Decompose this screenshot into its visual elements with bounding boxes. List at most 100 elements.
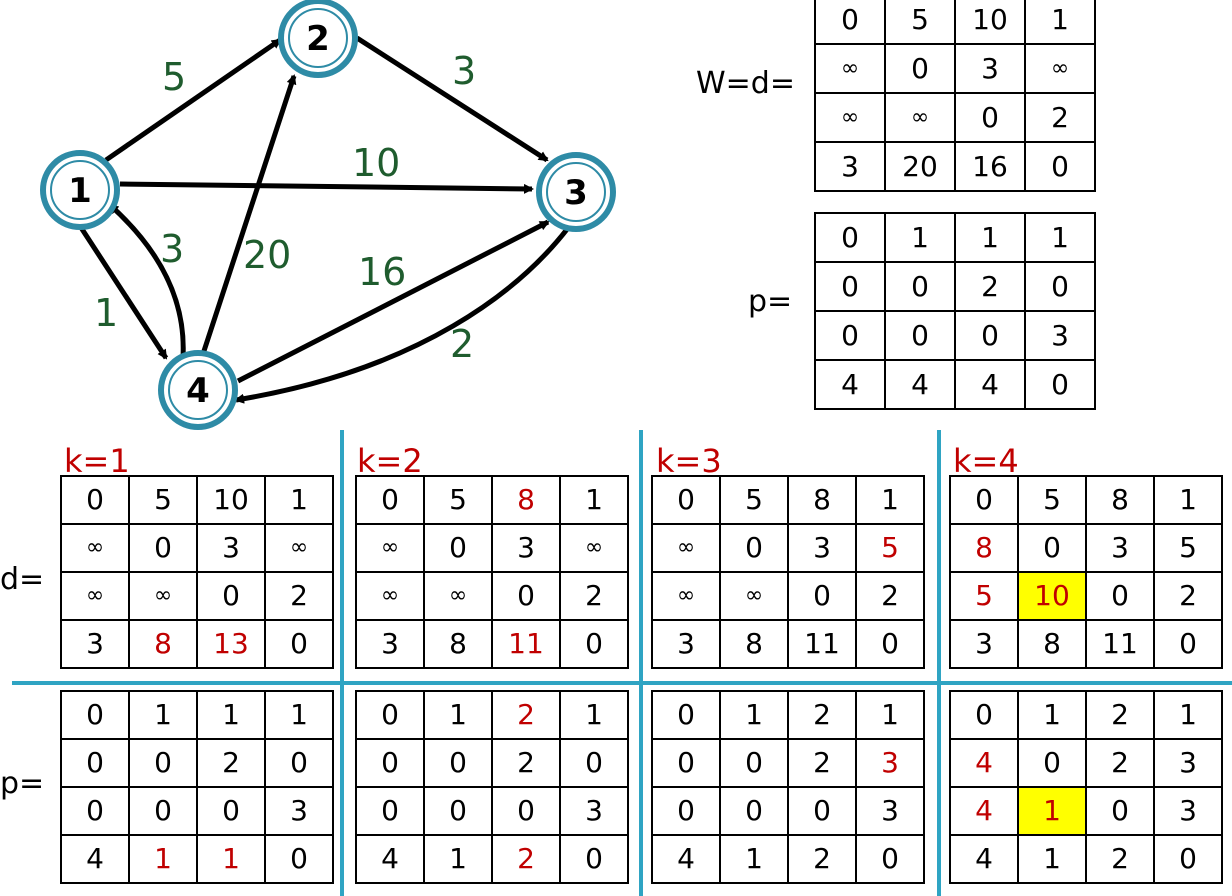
matrix-cell: 2 [1085,738,1155,788]
matrix-w: 0 5 10 1 ∞ 0 3 ∞ ∞ ∞ 0 2 3 20 16 0 [814,0,1096,192]
k2-label: k=2 [357,442,423,480]
edge-4-2 [200,74,297,355]
matrix-cell: 11 [1085,619,1155,669]
matrix-cell: 5 [1153,523,1223,573]
edge-1-4 [77,224,169,360]
matrix-cell: 1 [128,690,198,740]
matrix-cell: 2 [559,571,629,621]
matrix-row: ∞ 0 3 5 [651,523,925,573]
matrix-cell: 0 [719,786,789,836]
matrix-cell: ∞ [651,523,721,573]
matrix-cell: 1 [884,212,956,263]
matrix-cell: 3 [814,141,886,192]
matrix-cell: 0 [1153,619,1223,669]
matrix-cell: 1 [423,834,493,884]
matrix-d-k2: 0 5 8 1 ∞ 0 3 ∞ ∞ ∞ 0 2 3 8 11 0 [355,475,629,669]
w-d-label: W=d= [696,66,795,101]
matrix-cell: ∞ [423,571,493,621]
matrix-cell: 0 [423,523,493,573]
matrix-row: ∞ ∞ 0 2 [814,92,1096,143]
matrix-cell: 0 [1024,261,1096,312]
matrix-cell: 8 [491,475,561,525]
node-2-label: 2 [306,19,330,59]
matrix-cell: 8 [128,619,198,669]
matrix-cell: 3 [1153,786,1223,836]
matrix-cell: 1 [1017,834,1087,884]
node-4: 4 [158,350,238,430]
matrix-cell: 1 [264,690,334,740]
matrix-cell: ∞ [355,523,425,573]
matrix-cell: 5 [423,475,493,525]
matrix-cell: 8 [949,523,1019,573]
matrix-cell: 0 [128,738,198,788]
matrix-row: ∞ ∞ 0 2 [651,571,925,621]
matrix-cell: ∞ [814,43,886,94]
weight-4-2: 20 [243,233,291,277]
matrix-cell: 3 [954,43,1026,94]
matrix-cell: 1 [719,834,789,884]
matrix-row: 3 8 11 0 [651,619,925,669]
matrix-cell: 2 [196,738,266,788]
matrix-cell: 0 [491,571,561,621]
matrix-cell: 1 [1024,0,1096,45]
matrix-row: ∞ ∞ 0 2 [60,571,334,621]
matrix-cell: 1 [559,475,629,525]
matrix-cell: 0 [949,475,1019,525]
matrix-cell: 1 [719,690,789,740]
matrix-cell: 4 [651,834,721,884]
matrix-cell: 0 [884,261,956,312]
matrix-cell: 5 [855,523,925,573]
matrix-cell: 0 [128,523,198,573]
matrix-cell: 5 [949,571,1019,621]
matrix-cell: 0 [1024,141,1096,192]
matrix-cell: 0 [814,261,886,312]
matrix-cell: 0 [559,619,629,669]
matrix-cell: 0 [491,786,561,836]
matrix-cell: 3 [264,786,334,836]
edge-2-3 [355,35,549,163]
weight-4-1: 3 [160,227,184,271]
matrix-cell: 0 [60,786,130,836]
matrix-row: 3 8 11 0 [949,619,1223,669]
divider-vertical-2 [639,430,643,896]
k4-label: k=4 [953,442,1019,480]
weight-3-4: 2 [450,322,474,366]
matrix-d-k3: 0 5 8 1 ∞ 0 3 5 ∞ ∞ 0 2 3 8 11 0 [651,475,925,669]
matrix-cell: 0 [1085,786,1155,836]
matrix-cell: 5 [1017,475,1087,525]
divider-vertical-1 [340,430,344,896]
matrix-cell: 0 [60,738,130,788]
k1-label: k=1 [64,442,130,480]
matrix-cell: 2 [1085,690,1155,740]
matrix-cell: 11 [787,619,857,669]
matrix-cell: 0 [264,738,334,788]
matrix-cell: 3 [559,786,629,836]
matrix-cell: 3 [855,738,925,788]
matrix-cell: 5 [884,0,956,45]
matrix-cell: 4 [954,359,1026,410]
matrix-cell: 2 [855,571,925,621]
matrix-cell: 20 [884,141,956,192]
matrix-row: ∞ 0 3 ∞ [355,523,629,573]
matrix-cell: ∞ [559,523,629,573]
matrix-cell: 0 [651,475,721,525]
weight-1-2: 5 [162,55,186,99]
matrix-cell: 5 [719,475,789,525]
matrix-cell: 2 [787,834,857,884]
matrix-cell: ∞ [719,571,789,621]
matrix-cell: 0 [1085,571,1155,621]
matrix-cell: 1 [423,690,493,740]
matrix-row: 3 8 13 0 [60,619,334,669]
